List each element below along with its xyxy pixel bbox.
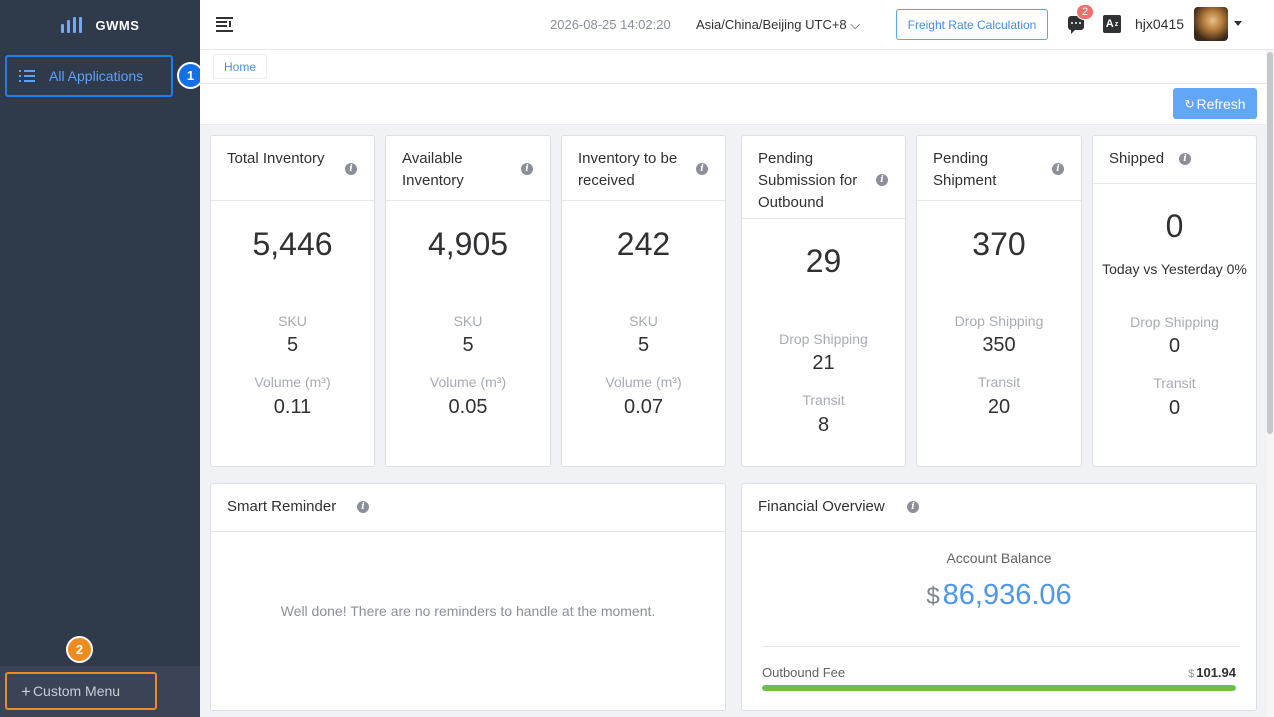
- sku-label: SKU: [629, 313, 658, 329]
- tags-bar: Home: [200, 50, 1274, 84]
- available-inventory-card: Available Inventory i 4,905 SKU 5 Volume…: [385, 135, 551, 467]
- logo-icon: [60, 17, 82, 33]
- card-title: Financial Overview: [758, 498, 885, 515]
- sku-label: SKU: [453, 313, 483, 329]
- message-count-badge: 2: [1076, 4, 1094, 20]
- drop-shipping-value: 350: [982, 334, 1016, 356]
- outbound-fee-label: Outbound Fee: [762, 665, 846, 680]
- refresh-button[interactable]: ↻ Refresh: [1173, 88, 1257, 119]
- info-icon[interactable]: i: [521, 163, 533, 175]
- info-icon[interactable]: i: [1179, 153, 1191, 165]
- sku-value: 5: [286, 334, 299, 356]
- currency-symbol: $: [1188, 668, 1195, 680]
- today-vs-yesterday: Today vs Yesterday 0%: [1102, 261, 1247, 277]
- toolbar: ↻ Refresh: [200, 84, 1274, 125]
- freight-rate-calculation-button[interactable]: Freight Rate Calculation: [896, 9, 1048, 40]
- top-bar: 2026-08-25 14:02:20 Asia/China/Beijing U…: [200, 0, 1274, 50]
- outbound-fee-value: $101.94: [1188, 665, 1236, 680]
- total-inventory-card: Total Inventory i 5,446 SKU 5 Volume (m³…: [210, 135, 375, 467]
- card-title: Inventory to be received: [578, 150, 678, 189]
- volume-label: Volume (m³): [605, 374, 682, 390]
- account-balance-value: $86,936.06: [742, 579, 1256, 612]
- stat-value: 370: [972, 226, 1026, 262]
- card-title: Total Inventory: [227, 150, 325, 167]
- refresh-label: Refresh: [1196, 95, 1246, 112]
- timezone-label: Asia/China/Beijing UTC+8: [696, 17, 847, 32]
- fee-amount: 101.94: [1196, 665, 1236, 680]
- divider: [762, 646, 1240, 647]
- stat-value: 0: [1165, 208, 1184, 244]
- timezone-selector[interactable]: Asia/China/Beijing UTC+8 ⌵: [696, 17, 860, 33]
- scrollbar-thumb[interactable]: [1267, 52, 1273, 434]
- card-title: Pending Shipment: [933, 150, 997, 189]
- outbound-fee-progress-fill: [762, 685, 1236, 691]
- transit-label: Transit: [977, 374, 1021, 390]
- transit-value: 8: [817, 414, 830, 436]
- collapse-menu-icon[interactable]: [216, 17, 233, 32]
- plus-icon: +: [21, 681, 31, 701]
- reminder-empty-message: Well done! There are no reminders to han…: [280, 603, 656, 619]
- volume-label: Volume (m³): [254, 374, 331, 390]
- transit-value: 20: [987, 396, 1011, 418]
- volume-value: 0.11: [273, 396, 312, 418]
- stat-value: 29: [805, 243, 842, 279]
- account-balance-label: Account Balance: [946, 550, 1052, 566]
- drop-shipping-label: Drop Shipping: [779, 331, 868, 347]
- outbound-fee-progress: [762, 685, 1236, 691]
- info-icon[interactable]: i: [357, 501, 369, 513]
- logo[interactable]: GWMS: [0, 0, 200, 50]
- info-icon[interactable]: i: [907, 501, 919, 513]
- card-title: Pending Submission for Outbound: [758, 150, 858, 211]
- stat-value: 5,446: [252, 226, 333, 262]
- financial-overview-card: Financial Overview i Account Balance $86…: [741, 483, 1257, 711]
- all-applications-label: All Applications: [49, 68, 144, 84]
- caret-down-icon[interactable]: [1234, 21, 1242, 26]
- info-icon[interactable]: i: [345, 163, 357, 175]
- custom-menu-label: Custom Menu: [32, 683, 121, 699]
- drop-shipping-label: Drop Shipping: [1130, 314, 1219, 330]
- drop-shipping-value: 0: [1168, 335, 1181, 357]
- transit-label: Transit: [802, 392, 845, 408]
- currency-symbol: $: [926, 583, 940, 610]
- pending-submission-card: Pending Submission for Outbound i 29 Dro…: [741, 135, 906, 467]
- info-icon[interactable]: i: [1052, 163, 1064, 175]
- sku-value: 5: [462, 334, 474, 356]
- card-title: Shipped: [1109, 150, 1165, 167]
- pending-shipment-card: Pending Shipment i 370 Drop Shipping 350…: [916, 135, 1082, 467]
- stat-value: 242: [616, 226, 671, 262]
- balance-amount: 86,936.06: [942, 579, 1072, 611]
- transit-value: 0: [1168, 397, 1181, 419]
- sidebar: GWMS All Applications + Custom Menu: [0, 0, 200, 717]
- message-icon[interactable]: [1068, 16, 1084, 34]
- inventory-to-be-received-card: Inventory to be received i 242 SKU 5 Vol…: [561, 135, 726, 467]
- annotation-marker-2: 2: [66, 636, 93, 663]
- transit-label: Transit: [1153, 375, 1196, 391]
- drop-shipping-label: Drop Shipping: [954, 313, 1044, 329]
- tab-home[interactable]: Home: [213, 54, 268, 79]
- username[interactable]: hjx0415: [1135, 16, 1185, 32]
- refresh-icon: ↻: [1184, 96, 1195, 111]
- logo-text: GWMS: [95, 17, 140, 33]
- current-datetime: 2026-08-25 14:02:20: [550, 17, 671, 32]
- custom-menu-button[interactable]: + Custom Menu: [5, 672, 157, 710]
- avatar[interactable]: [1194, 7, 1228, 41]
- stat-value: 4,905: [427, 226, 509, 262]
- volume-value: 0.07: [624, 396, 663, 418]
- list-icon: [19, 70, 35, 82]
- info-icon[interactable]: i: [876, 174, 888, 186]
- smart-reminder-card: Smart Reminder i Well done! There are no…: [210, 483, 726, 711]
- chevron-down-icon: ⌵: [850, 17, 861, 32]
- volume-label: Volume (m³): [429, 374, 507, 390]
- sku-value: 5: [637, 334, 650, 356]
- info-icon[interactable]: i: [696, 163, 708, 175]
- shipped-card: Shipped i 0 Today vs Yesterday 0% Drop S…: [1092, 135, 1257, 467]
- all-applications-menu[interactable]: All Applications: [5, 55, 173, 97]
- drop-shipping-value: 21: [812, 352, 835, 374]
- card-title: Available Inventory: [402, 150, 464, 189]
- card-title: Smart Reminder: [227, 498, 337, 515]
- sku-label: SKU: [278, 313, 307, 329]
- volume-value: 0.05: [448, 396, 488, 418]
